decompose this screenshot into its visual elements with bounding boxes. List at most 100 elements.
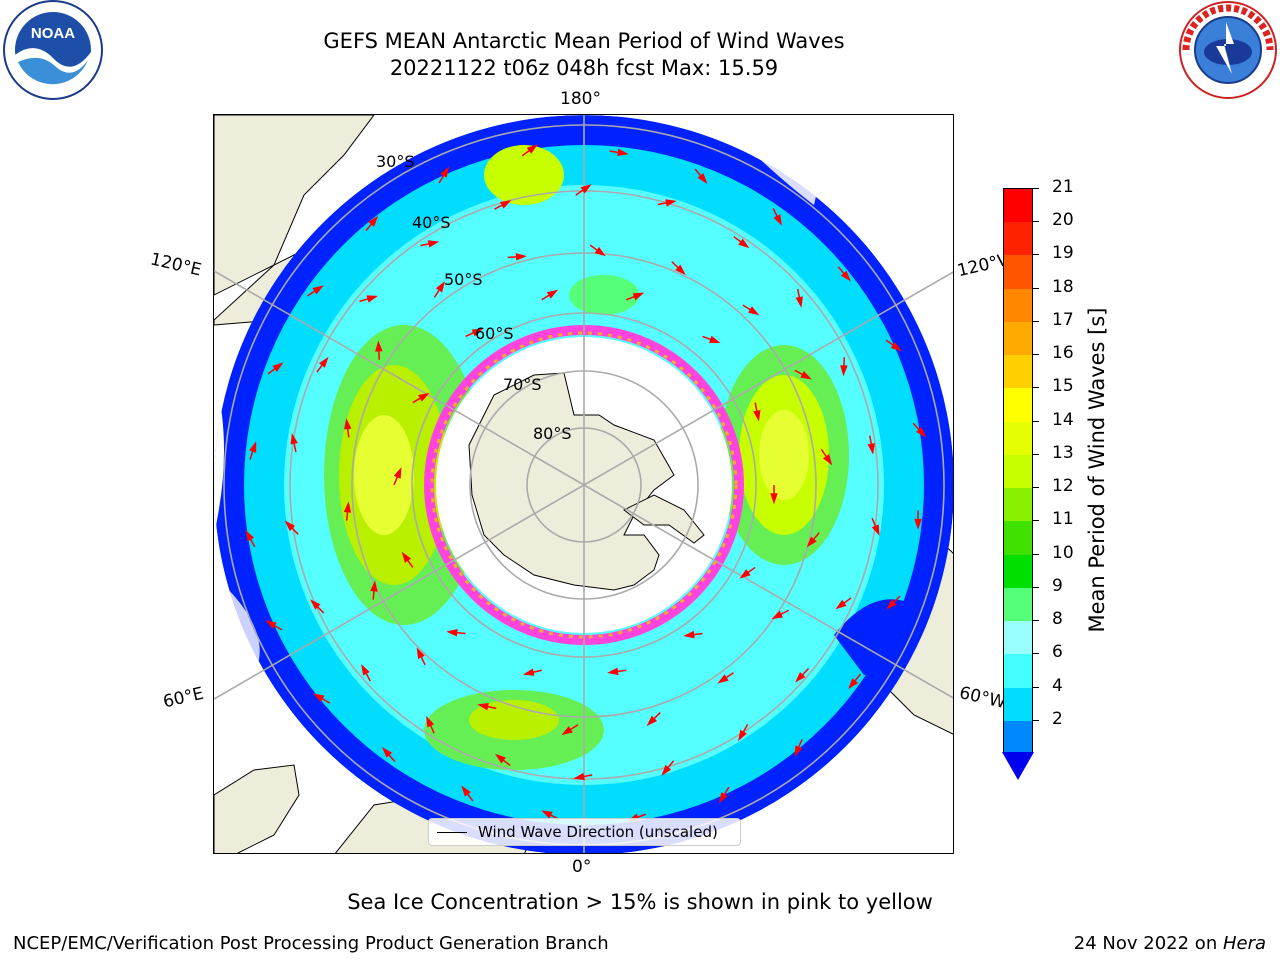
colorbar-segment [1004,454,1032,489]
colorbar-segment [1004,189,1032,223]
colorbar-tick-label: 17 [1052,309,1074,330]
wind-wave-arrowhead [500,200,512,209]
colorbar-tick-label: 18 [1052,276,1074,297]
polar-map [214,115,953,853]
wind-wave-arrowhead [739,569,751,579]
legend-line-swatch [437,832,467,833]
colorbar-tick-mark [1033,420,1039,422]
colorbar-tick-label: 14 [1052,409,1074,430]
wind-wave-arrowhead [416,647,425,660]
colorbar-tick-label: 20 [1052,210,1074,231]
wind-wave-arrowhead [461,785,471,797]
colorbar-tick-mark [1033,354,1039,356]
colorbar-segment [1004,222,1032,256]
wind-wave-arrowhead [806,536,817,548]
wind-wave-arrowhead [683,630,695,639]
wind-wave-arrowhead [665,199,677,207]
wind-wave-arrowhead [871,524,880,536]
wind-wave-arrowhead [515,253,527,261]
svg-text:NOAA: NOAA [31,25,75,42]
wind-wave-arrowhead [794,745,803,758]
footer-date: 24 Nov 2022 on Hera [1074,933,1266,954]
wind-wave-arrowhead [848,678,859,690]
wind-wave-arrowhead [245,529,254,542]
land-madagascar [214,764,300,853]
wind-wave-arrowhead [717,674,729,684]
wind-wave-arrowhead [366,295,379,303]
wind-wave-arrowhead [675,264,686,276]
wind-wave-arrowhead [426,715,435,728]
colorbar-extend-arrow [1002,752,1034,780]
colorbar-segment [1004,521,1032,556]
lat-label-60s: 60°S [475,324,514,343]
wind-wave-arrowhead [368,215,379,227]
lon-label-0: 0° [572,857,592,877]
lon-label-60w: 60°W [957,682,1008,714]
wind-wave-arrowhead [617,148,629,157]
lat-label-50s: 50°S [444,270,483,289]
colorbar-segment [1004,421,1032,456]
colorbar-tick-label: 8 [1052,609,1063,630]
colorbar-tick-mark [1033,320,1039,322]
colorbar-tick-mark [1033,520,1039,522]
colorbar-tick-label: 21 [1052,177,1074,197]
land-antarctic-peninsula [623,494,705,544]
colorbar-tick-mark [1033,553,1039,555]
wind-wave-arrowhead [632,292,645,301]
wind-wave-arrowhead [914,518,922,530]
wind-wave-arrowhead [284,520,296,532]
wind-wave-arrowhead [890,341,902,352]
wind-wave-arrowhead [312,285,324,295]
wind-wave-arrowhead [886,599,897,610]
colorbar-tick-mark [1033,620,1039,622]
colorbar-tick-mark [1033,586,1039,588]
colorbar-segment [1004,288,1032,323]
wind-wave-arrowhead [343,501,352,513]
wind-wave-arrowhead [771,610,784,620]
wind-wave-arrowhead [867,443,875,455]
wind-wave-arrowhead [607,667,619,676]
wind-wave-arrowhead [318,356,329,368]
wind-wave-arrowhead [272,362,284,372]
sea-ice-caption: Sea Ice Concentration > 15% is shown in … [347,890,933,914]
nws-logo [1179,1,1277,99]
colorbar-tick-mark [1033,188,1039,189]
wind-wave-arrowhead [418,392,430,402]
lon-label-60e: 60°E [161,683,206,713]
colorbar-tick-mark [1033,653,1039,655]
colorbar-segment [1004,720,1032,755]
wind-wave-arrowhead [800,370,812,380]
wind-wave-arrowhead [313,693,325,703]
wind-wave-arrowhead [427,240,440,248]
colorbar-segment [1004,488,1032,522]
wind-wave-arrowhead [646,715,658,727]
colorbar-tick-label: 9 [1052,575,1063,596]
wind-wave-arrowhead [446,629,458,637]
wind-wave-arrowhead [697,173,708,184]
wind-wave-arrowhead [344,418,352,430]
colorbar-tick-label: 19 [1052,243,1074,264]
colorbar-segment [1004,587,1032,622]
colorbar-segment [1004,355,1032,389]
colorbar-segment [1004,321,1032,356]
lat-label-80s: 80°S [533,424,572,443]
wind-wave-arrowhead [795,296,803,308]
footer-date-text: 24 Nov 2022 on [1073,933,1223,954]
wind-wave-arrowhead [435,281,445,293]
wind-wave-arrowhead [370,580,378,592]
wind-wave-arrowhead [708,335,721,344]
wind-wave-arrowhead [840,365,848,377]
chart-title: GEFS MEAN Antarctic Mean Period of Wind … [323,29,845,53]
wind-wave-arrowhead [835,599,847,610]
colorbar-tick-label: 4 [1052,675,1063,696]
chart-subtitle: 20221122 t06z 048h fcst Max: 15.59 [389,56,779,80]
colorbar-tick-label: 6 [1052,642,1063,663]
colorbar-segment [1004,621,1032,655]
wind-wave-arrowhead [561,726,573,736]
colorbar-segment [1004,255,1032,290]
colorbar-label: Mean Period of Wind Waves [s] [1085,307,1109,633]
colorbar-tick-mark [1033,387,1039,389]
colorbar-tick-label: 15 [1052,376,1074,397]
colorbar [1003,188,1033,755]
map-panel [213,114,954,854]
